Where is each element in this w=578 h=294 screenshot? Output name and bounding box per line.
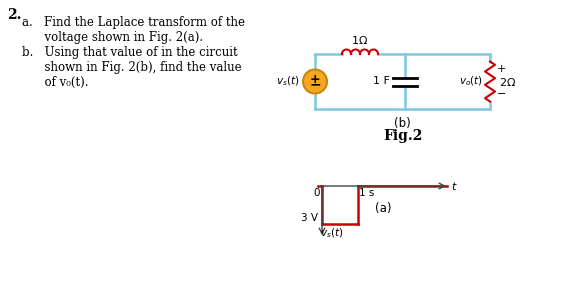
Text: a.   Find the Laplace transform of the
      voltage shown in Fig. 2(a).: a. Find the Laplace transform of the vol… — [22, 16, 245, 44]
Text: −: − — [497, 89, 506, 99]
Text: (a): (a) — [375, 202, 392, 215]
Circle shape — [303, 69, 327, 93]
Text: 1 F: 1 F — [373, 76, 390, 86]
Text: 3 V: 3 V — [301, 213, 318, 223]
Text: $v_s(t)$: $v_s(t)$ — [276, 75, 299, 88]
Text: +: + — [497, 64, 506, 74]
Text: (b): (b) — [394, 117, 411, 130]
Text: +: + — [310, 73, 320, 86]
Text: $v_s(t)$: $v_s(t)$ — [320, 226, 343, 240]
Text: 0: 0 — [313, 188, 320, 198]
Text: $1\Omega$: $1\Omega$ — [351, 34, 369, 46]
Text: −: − — [309, 78, 321, 91]
Text: 2.: 2. — [7, 8, 21, 22]
Text: $v_o(t)$: $v_o(t)$ — [459, 75, 483, 88]
Text: $t$: $t$ — [451, 180, 458, 192]
Text: $2\Omega$: $2\Omega$ — [499, 76, 516, 88]
Text: b.   Using that value of in the circuit
      shown in Fig. 2(b), find the value: b. Using that value of in the circuit sh… — [22, 46, 242, 89]
Text: Fig.2: Fig.2 — [383, 129, 422, 143]
Text: 1 s: 1 s — [359, 188, 375, 198]
